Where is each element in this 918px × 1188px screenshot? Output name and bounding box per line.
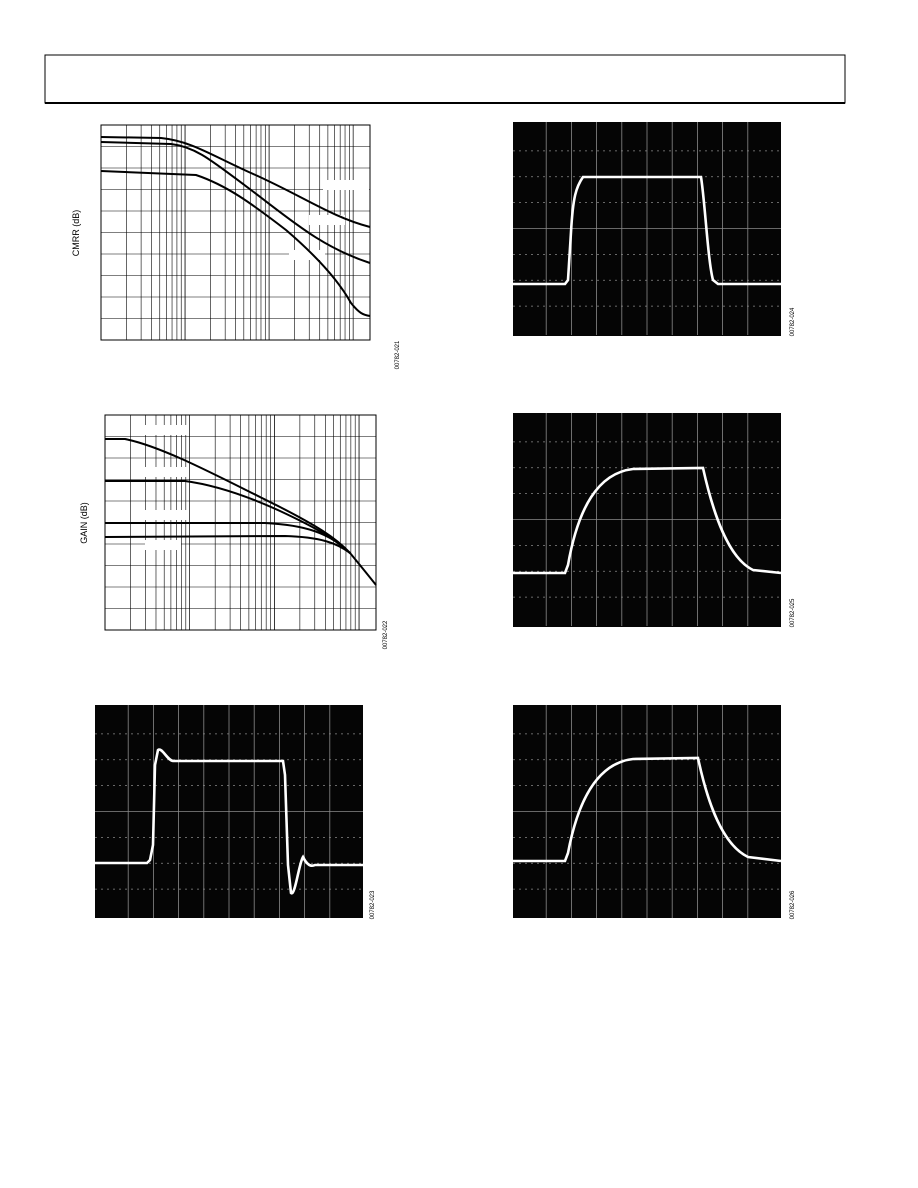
figure-id: 00782-022 [383,620,389,649]
curve [100,141,371,264]
curve [100,136,371,228]
scope-grid [513,413,781,626]
trace [513,756,782,863]
scope-grid [513,122,781,335]
scope-grid [95,705,363,918]
scope-image: 00782-023 [95,705,376,919]
legend-patch [145,467,187,477]
figure-id: 00782-026 [790,890,796,919]
trace [513,466,782,575]
figure-id: 00782-023 [370,890,376,919]
figure-id: 00782-025 [790,598,796,627]
header-box [44,54,846,104]
curve [100,170,371,317]
legend-patch [145,540,181,550]
curve [104,534,351,554]
scope-grid [513,705,781,918]
scope-image: 00782-025 [513,413,796,627]
y-axis-label: CMRR (dB) [71,210,81,257]
figure-id: 00782-021 [395,340,401,369]
legend-patch [323,180,369,190]
curve [105,522,351,554]
legend-patch [145,425,187,435]
plot-grid [105,415,376,630]
legend-patch [289,250,325,260]
scope-image: 00782-026 [513,705,796,919]
scope-image: 00782-024 [513,122,796,336]
trace [513,175,781,286]
gain-plot: GAIN (dB) 00782-022 [79,414,389,649]
plot-grid [101,125,370,340]
legend-patch [145,510,187,520]
legend-patch [309,215,345,225]
trace [95,748,363,895]
curve [105,438,377,586]
y-axis-label: GAIN (dB) [79,502,89,544]
figure-id: 00782-024 [790,307,796,336]
cmrr-plot: CMRR (dB) 00782-021 [71,124,401,369]
